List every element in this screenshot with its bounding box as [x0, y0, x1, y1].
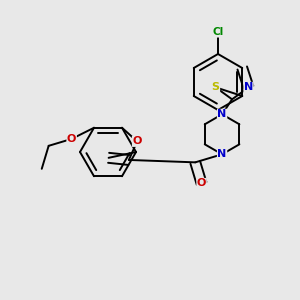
Text: O: O	[132, 136, 142, 146]
Text: O: O	[67, 134, 76, 144]
Text: S: S	[212, 82, 220, 92]
Text: N: N	[218, 109, 227, 119]
Text: O: O	[197, 178, 206, 188]
Text: Cl: Cl	[212, 27, 224, 37]
Text: N: N	[218, 149, 227, 159]
Text: N: N	[244, 82, 253, 92]
